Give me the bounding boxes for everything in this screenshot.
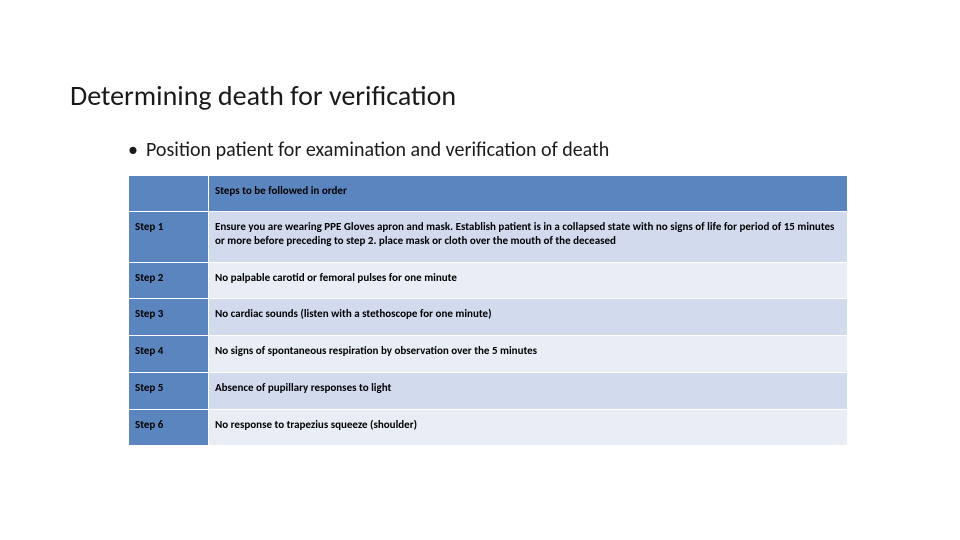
table-row: Step 4 No signs of spontaneous respirati…: [129, 336, 848, 373]
step-label: Step 1: [129, 212, 209, 263]
table-row: Step 2 No palpable carotid or femoral pu…: [129, 262, 848, 299]
step-desc: No cardiac sounds (listen with a stethos…: [209, 299, 848, 336]
slide-title: Determining death for verification: [70, 78, 456, 113]
table-header-blank: [129, 176, 209, 212]
step-desc: Ensure you are wearing PPE Gloves apron …: [209, 212, 848, 263]
slide: Determining death for verification • Pos…: [0, 0, 960, 540]
step-desc: No signs of spontaneous respiration by o…: [209, 336, 848, 373]
step-desc: Absence of pupillary responses to light: [209, 372, 848, 409]
step-desc: No response to trapezius squeeze (should…: [209, 409, 848, 446]
table-row: Step 1 Ensure you are wearing PPE Gloves…: [129, 212, 848, 263]
table-header-row: Steps to be followed in order: [129, 176, 848, 212]
steps-table: Steps to be followed in order Step 1 Ens…: [128, 175, 848, 446]
table-row: Step 5 Absence of pupillary responses to…: [129, 372, 848, 409]
bullet-row: • Position patient for examination and v…: [128, 138, 609, 162]
bullet-dot-icon: •: [128, 138, 138, 162]
step-label: Step 4: [129, 336, 209, 373]
table-row: Step 6 No response to trapezius squeeze …: [129, 409, 848, 446]
step-label: Step 3: [129, 299, 209, 336]
table-header-label: Steps to be followed in order: [209, 176, 848, 212]
step-label: Step 2: [129, 262, 209, 299]
table-row: Step 3 No cardiac sounds (listen with a …: [129, 299, 848, 336]
step-label: Step 6: [129, 409, 209, 446]
bullet-text: Position patient for examination and ver…: [146, 138, 609, 162]
step-label: Step 5: [129, 372, 209, 409]
step-desc: No palpable carotid or femoral pulses fo…: [209, 262, 848, 299]
